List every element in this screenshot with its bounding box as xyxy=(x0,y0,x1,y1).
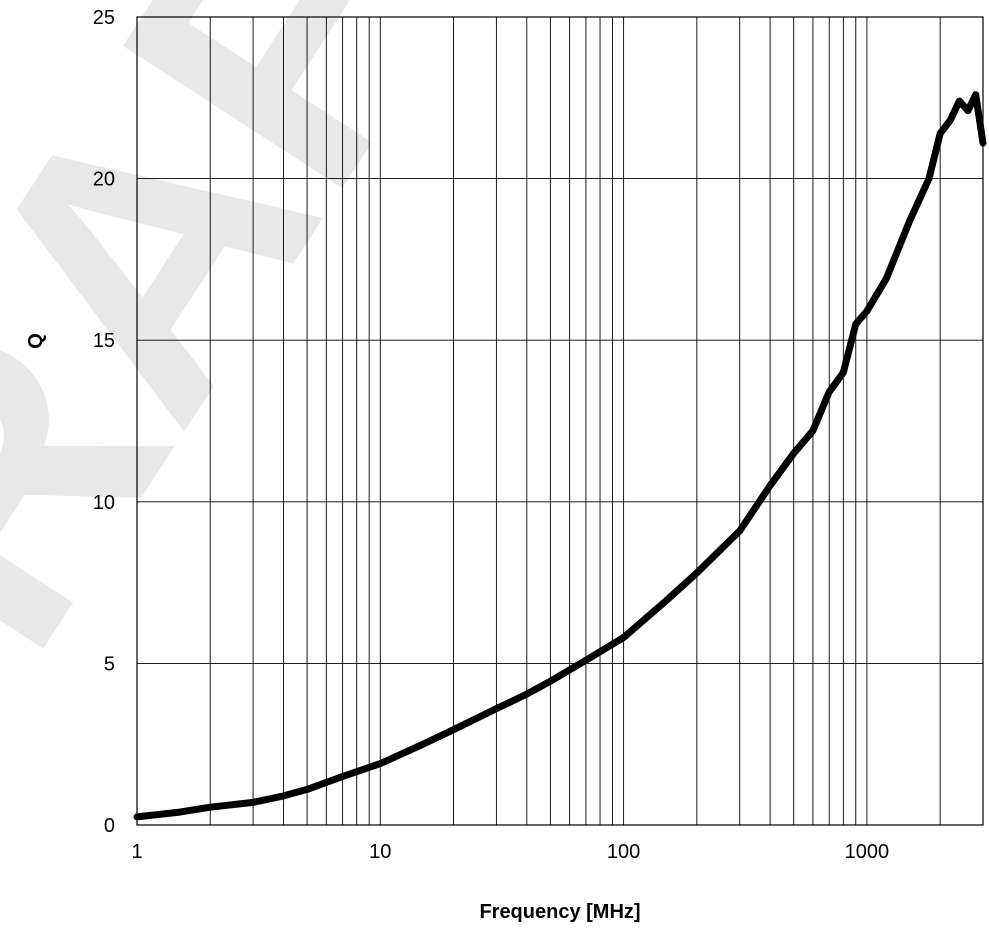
y-tick-label: 20 xyxy=(93,169,115,191)
plot-frame xyxy=(136,16,984,826)
y-tick-label: 25 xyxy=(93,7,115,29)
watermark-text: DRAFT xyxy=(0,0,649,938)
x-tick-label: 1 xyxy=(131,841,142,863)
x-tick-label: 1000 xyxy=(845,841,890,863)
y-tick-label: 0 xyxy=(104,815,115,837)
x-tick-label: 10 xyxy=(369,841,391,863)
chart-grid xyxy=(136,16,984,826)
watermark: DRAFT xyxy=(0,0,649,938)
y-axis-title: Q xyxy=(25,333,47,349)
y-tick-label: 15 xyxy=(93,330,115,352)
tick-labels: 1 10 100 1000 0 5 10 15 20 25 xyxy=(93,7,889,863)
x-tick-label: 100 xyxy=(607,841,640,863)
x-axis-title: Frequency [MHz] xyxy=(479,901,640,923)
series-layer xyxy=(133,91,987,821)
q-series-line xyxy=(133,91,987,821)
y-tick-label: 5 xyxy=(104,653,115,675)
y-tick-label: 10 xyxy=(93,492,115,514)
